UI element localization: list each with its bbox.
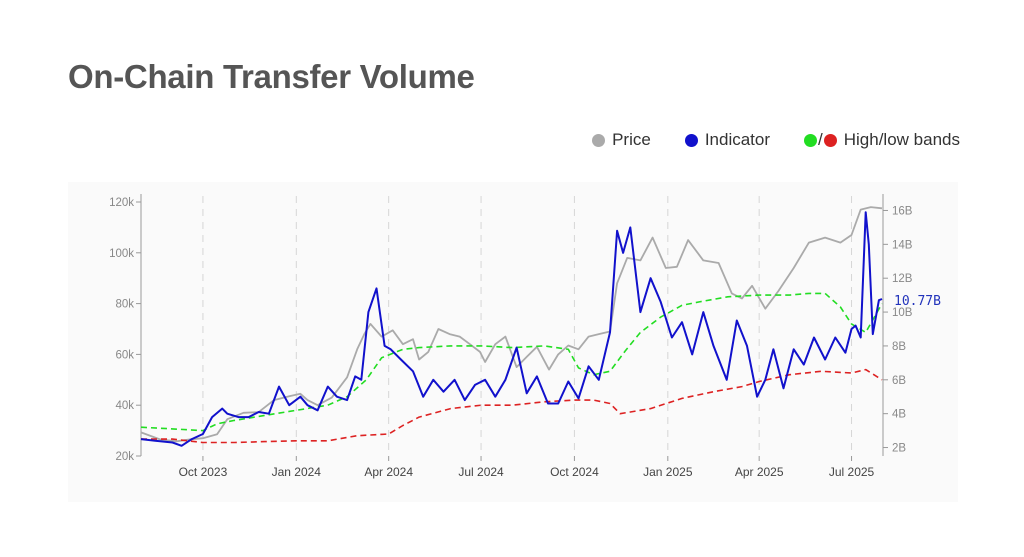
chart-svg: Oct 2023 Jan 2024 Apr 2024 Jul 2024 Oct 2024… <box>109 194 941 479</box>
x-tick-label: Oct 2024 <box>550 465 599 479</box>
chart-legend: Price Indicator / High/low bands <box>592 130 960 150</box>
x-tick-label: Oct 2023 <box>179 465 228 479</box>
y-right-tick-label: 14B <box>892 239 913 251</box>
y-right-tick-label: 12B <box>892 273 913 285</box>
legend-indicator-label: Indicator <box>704 130 771 149</box>
legend-bands-slash: / <box>818 130 823 149</box>
low-band-line <box>141 368 883 444</box>
indicator-last-value-label: 10.77B <box>894 294 941 309</box>
high-band-line <box>140 292 883 432</box>
x-tick-label: Apr 2024 <box>364 465 413 479</box>
y-left-tick-label: 40k <box>115 400 134 412</box>
y-left-tick-label: 120k <box>109 197 134 209</box>
x-tick-label: Jan 2024 <box>272 465 322 479</box>
indicator-series-line <box>140 211 883 447</box>
x-tick-label: Jul 2025 <box>829 465 875 479</box>
y-right-tick-label: 2B <box>892 443 906 455</box>
legend-item-indicator[interactable]: Indicator <box>684 130 771 150</box>
page-title: On-Chain Transfer Volume <box>68 58 475 95</box>
legend-price-label: Price <box>612 130 651 149</box>
y-left-tick-label: 100k <box>109 248 134 260</box>
legend-item-bands[interactable]: / High/low bands <box>804 130 960 150</box>
price-series-line <box>140 206 883 443</box>
legend-indicator-dot <box>684 133 698 147</box>
chart-panel: Oct 2023 Jan 2024 Apr 2024 Jul 2024 Oct 2024… <box>68 182 958 502</box>
y-right-tick-label: 4B <box>892 409 906 421</box>
x-tick-label: Jul 2024 <box>458 465 504 479</box>
y-right-tick-label: 16B <box>892 205 913 217</box>
x-tick-label: Apr 2025 <box>735 465 784 479</box>
legend-low-band-dot <box>823 133 837 147</box>
y-right-tick-label: 6B <box>892 375 906 387</box>
y-right-tick-label: 10B <box>892 307 913 319</box>
legend-high-band-dot <box>804 133 818 147</box>
y-left-tick-label: 80k <box>115 299 134 311</box>
x-tick-label: Jan 2025 <box>643 465 693 479</box>
legend-item-price[interactable]: Price <box>592 130 651 150</box>
y-left-tick-label: 20k <box>115 451 134 463</box>
y-left-tick-label: 60k <box>115 349 134 361</box>
legend-bands-label: High/low bands <box>843 130 960 149</box>
legend-price-dot <box>592 133 606 147</box>
y-right-tick-label: 8B <box>892 341 906 353</box>
